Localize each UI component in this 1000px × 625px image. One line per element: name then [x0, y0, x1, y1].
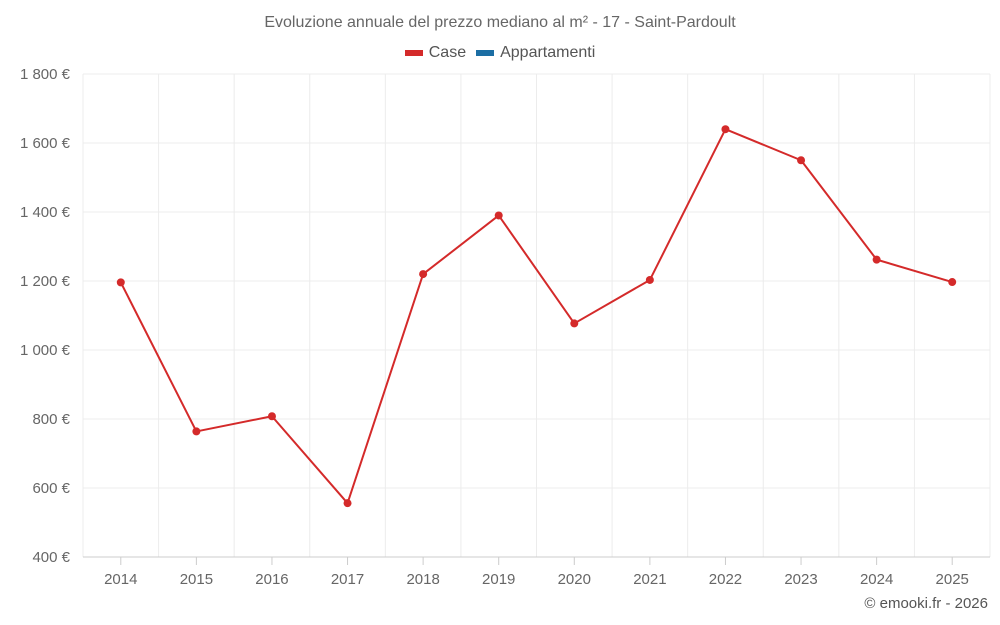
legend: Case Appartamenti: [0, 44, 1000, 62]
data-point: [948, 278, 957, 287]
y-tick-label: 1 800 €: [20, 66, 71, 83]
x-tick-label: 2015: [180, 571, 213, 588]
chart-title: Evoluzione annuale del prezzo mediano al…: [264, 14, 736, 31]
data-point: [192, 427, 201, 436]
x-tick-label: 2021: [633, 571, 666, 588]
y-tick-label: 1 200 €: [20, 273, 71, 290]
x-tick-label: 2014: [104, 571, 137, 588]
y-tick-label: 400 €: [32, 549, 70, 566]
x-tick-label: 2019: [482, 571, 515, 588]
data-point: [570, 319, 579, 328]
data-point: [267, 412, 276, 421]
series-line-case: [119, 128, 953, 505]
x-tick-label: 2025: [936, 571, 969, 588]
legend-label-case: Case: [428, 44, 467, 61]
x-tick-label: 2020: [558, 571, 591, 588]
data-point: [645, 275, 654, 284]
x-tick-label: 2024: [860, 571, 893, 588]
x-tick-label: 2018: [406, 571, 439, 588]
data-point: [872, 255, 881, 264]
data-point: [797, 156, 806, 165]
x-tick-label: 2017: [331, 571, 364, 588]
x-tick-label: 2016: [255, 571, 288, 588]
y-tick-label: 1 000 €: [20, 342, 71, 359]
credit-text: © emooki.fr - 2026: [864, 595, 988, 612]
legend-item-appartamenti[interactable]: Appartamenti: [476, 44, 595, 62]
legend-swatch-appartamenti: [476, 50, 495, 56]
legend-item-case[interactable]: Case: [404, 44, 467, 62]
y-tick-label: 1 400 €: [20, 204, 71, 221]
legend-swatch-case: [404, 50, 423, 56]
y-tick-label: 800 €: [32, 411, 70, 428]
data-point: [343, 499, 352, 508]
data-point: [494, 211, 503, 220]
y-tick-label: 600 €: [32, 480, 70, 497]
legend-label-appartamenti: Appartamenti: [500, 44, 596, 61]
x-tick-label: 2023: [784, 571, 817, 588]
data-point: [116, 278, 125, 287]
data-point: [419, 270, 428, 279]
x-tick-label: 2022: [709, 571, 742, 588]
y-tick-label: 1 600 €: [20, 135, 71, 152]
data-point: [721, 125, 730, 134]
